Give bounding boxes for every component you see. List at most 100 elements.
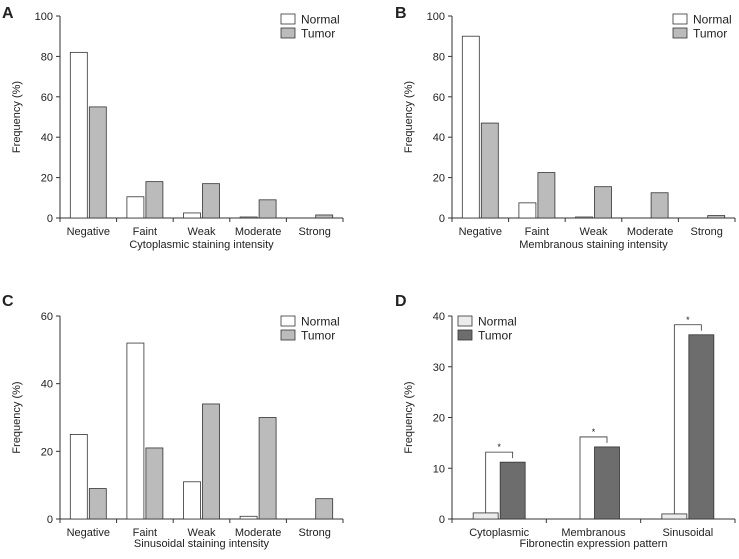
bar-tumor-faint — [537, 172, 556, 219]
legend-label-normal: Normal — [478, 315, 517, 329]
y-axis-title: Frequency (%) — [403, 81, 415, 153]
x-tick-label: Strong — [690, 226, 722, 238]
bar-tumor-faint — [145, 181, 164, 219]
x-axis-title: Membranous staining intensity — [519, 239, 668, 251]
legend-label-normal: Normal — [301, 315, 340, 329]
bar-tumor-weak — [594, 186, 612, 219]
y-tick-label: 30 — [433, 362, 445, 374]
bar-tumor-moderate — [258, 199, 277, 219]
bar-tumor-negative — [88, 488, 107, 520]
legend-label-tumor: Tumor — [693, 27, 727, 41]
y-tick-label: 0 — [47, 213, 53, 225]
significance-bracket — [485, 451, 514, 513]
legend-swatch-tumor — [280, 329, 296, 341]
y-tick-label: 60 — [41, 311, 53, 323]
y-tick-label: 40 — [41, 379, 53, 391]
y-tick-label: 40 — [41, 132, 53, 144]
y-tick-label: 80 — [41, 51, 53, 63]
panel-letter: C — [2, 293, 14, 310]
significance-bracket — [579, 436, 608, 519]
significance-bracket — [673, 324, 702, 514]
chart-panel-c: C 0 20 40 60 Frequency (%) Negative Faint Weak Mo… — [2, 293, 344, 550]
panel-letter: A — [2, 5, 14, 22]
y-tick-label: 20 — [41, 446, 53, 458]
panel-letter: B — [395, 5, 407, 22]
y-tick-label: 0 — [439, 514, 445, 526]
bar-normal-weak — [183, 481, 201, 520]
x-axis-title: Sinusoidal staining intensity — [134, 538, 270, 550]
bar-tumor-strong — [315, 214, 334, 219]
bar-normal-negative — [461, 35, 480, 219]
legend-label-tumor: Tumor — [301, 27, 335, 41]
y-tick-label: 10 — [433, 463, 445, 475]
legend-label-tumor: Tumor — [301, 329, 335, 343]
x-tick-label: Faint — [133, 527, 157, 539]
panel-letter: D — [395, 293, 407, 310]
x-tick-label: Weak — [188, 226, 216, 238]
bar-normal-moderate — [239, 216, 258, 219]
bar-tumor-sinusoidal — [688, 334, 715, 520]
legend-label-tumor: Tumor — [478, 329, 512, 343]
x-tick-label: Cytoplasmic — [469, 527, 529, 539]
y-axis-title: Frequency (%) — [11, 81, 23, 153]
y-tick-label: 60 — [433, 92, 445, 104]
y-tick-label: 20 — [433, 173, 445, 185]
bar-normal-weak — [575, 216, 593, 219]
bar-normal-sinusoidal — [661, 513, 688, 520]
y-tick-label: 20 — [433, 413, 445, 425]
legend-label-normal: Normal — [301, 13, 340, 27]
y-tick-label: 0 — [47, 514, 53, 526]
chart-panel-a: A 0 20 40 60 80 100 Frequency (%) Negative Faint W… — [2, 5, 344, 251]
x-tick-label: Membranous — [561, 527, 626, 539]
legend-swatch-normal — [457, 315, 473, 327]
x-tick-label: Faint — [525, 226, 549, 238]
y-tick-label: 100 — [427, 11, 445, 23]
bar-tumor-weak — [202, 183, 220, 219]
x-tick-label: Moderate — [235, 527, 281, 539]
x-tick-label: Faint — [133, 226, 157, 238]
x-tick-label: Negative — [67, 527, 110, 539]
bar-tumor-moderate — [258, 417, 277, 520]
x-tick-label: Moderate — [235, 226, 281, 238]
y-tick-label: 40 — [433, 132, 445, 144]
y-tick-label: 20 — [41, 173, 53, 185]
x-tick-label: Weak — [580, 226, 608, 238]
bar-tumor-moderate — [650, 192, 669, 219]
y-tick-label: 60 — [41, 92, 53, 104]
legend-swatch-tumor — [280, 27, 296, 39]
y-tick-label: 40 — [433, 311, 445, 323]
x-tick-label: Negative — [67, 226, 110, 238]
bar-tumor-negative — [480, 122, 499, 219]
bar-tumor-strong — [707, 215, 726, 219]
x-tick-label: Strong — [298, 527, 330, 539]
legend-swatch-tumor — [457, 329, 473, 341]
legend-swatch-normal — [672, 13, 688, 25]
bar-normal-moderate — [239, 515, 258, 520]
legend-swatch-normal — [280, 315, 296, 327]
y-tick-label: 0 — [439, 213, 445, 225]
bar-normal-negative — [69, 434, 88, 520]
y-tick-label: 80 — [433, 51, 445, 63]
legend-label-normal: Normal — [693, 13, 732, 27]
bar-tumor-membranous — [594, 446, 620, 520]
bar-tumor-negative — [88, 106, 107, 219]
chart-panel-b: B 0 20 40 60 80 100 Frequency (%) Negative Faint W… — [395, 5, 736, 251]
bar-normal-negative — [69, 51, 88, 219]
y-axis-title: Frequency (%) — [11, 381, 23, 453]
significance-star: * — [592, 427, 596, 437]
chart-panel-d: D 0 10 20 30 40 Frequency (%) Cytoplasmic * Membr… — [395, 293, 736, 550]
bar-tumor-weak — [202, 403, 220, 520]
bar-tumor-cytoplasmic — [499, 461, 526, 520]
legend-swatch-tumor — [672, 27, 688, 39]
bar-tumor-faint — [145, 447, 164, 520]
x-axis-title: Fibronectin expression pattern — [520, 538, 668, 550]
y-axis-title: Frequency (%) — [403, 381, 415, 453]
y-tick-label: 100 — [35, 11, 53, 23]
significance-star: * — [686, 315, 690, 325]
bar-normal-faint — [126, 342, 145, 520]
bar-normal-weak — [183, 212, 201, 219]
bar-normal-faint — [126, 196, 145, 219]
bar-normal-cytoplasmic — [472, 512, 499, 520]
x-tick-label: Sinusoidal — [662, 527, 713, 539]
